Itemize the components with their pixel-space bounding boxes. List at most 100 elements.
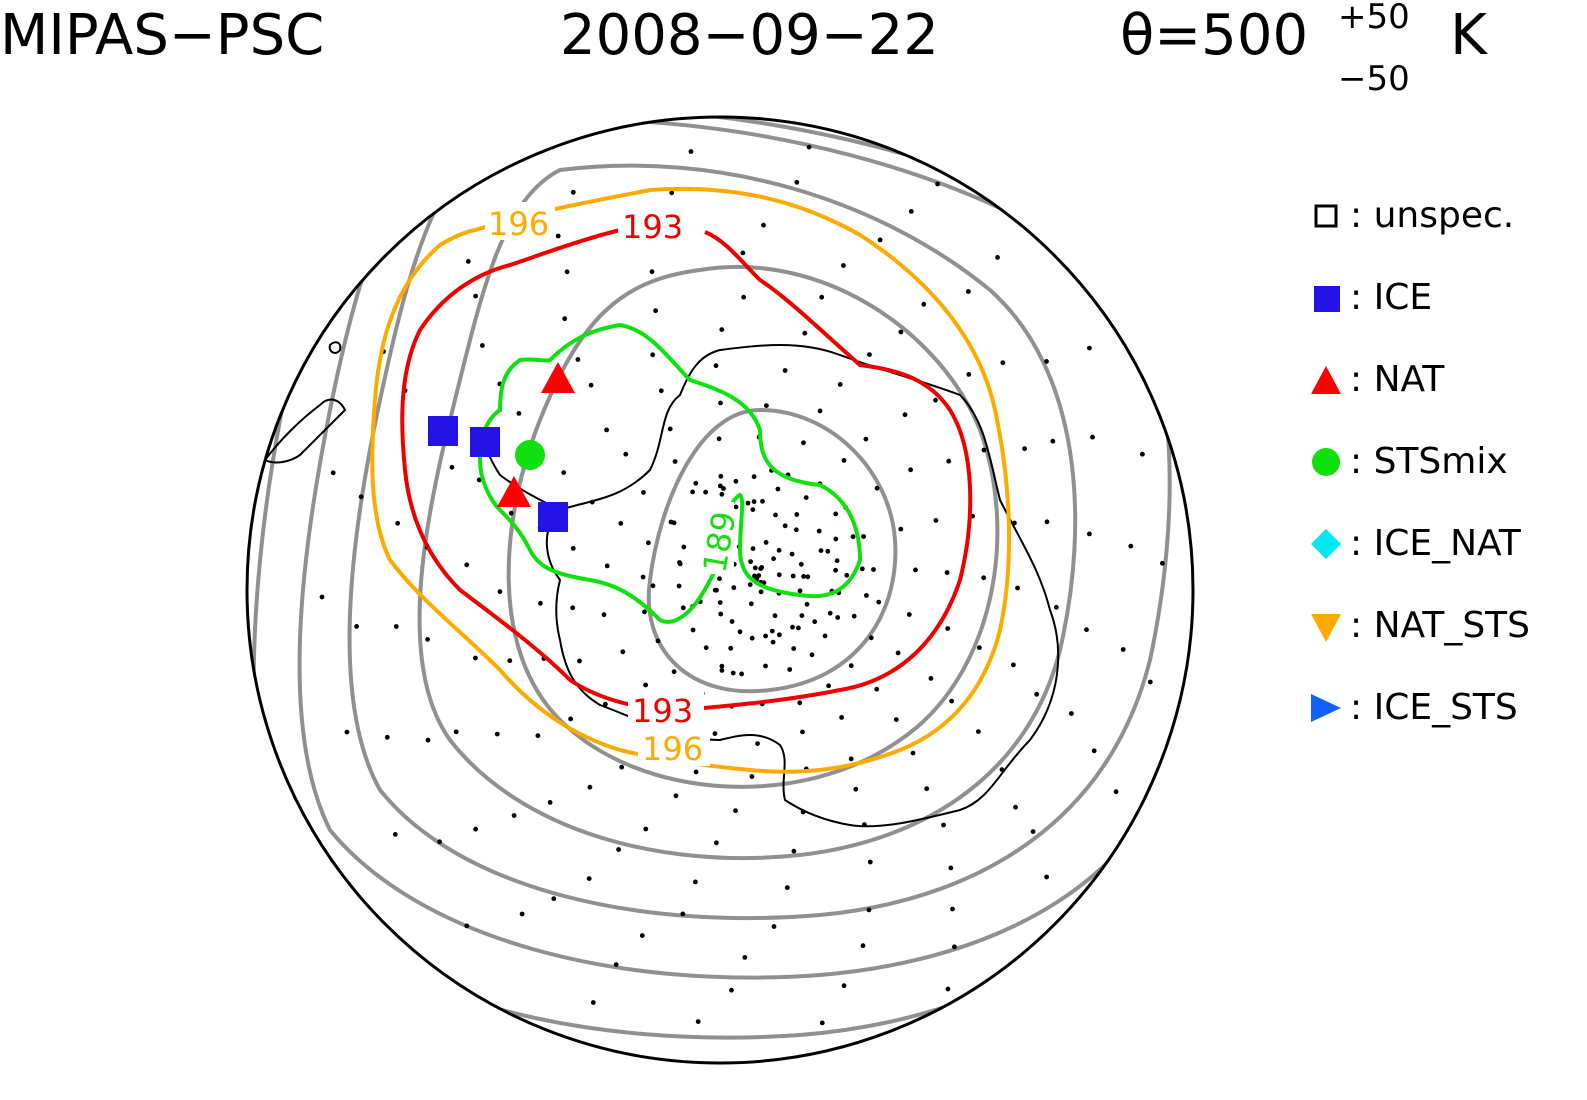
observation-dot xyxy=(714,840,719,846)
observation-dot xyxy=(1087,345,1092,351)
observation-dot xyxy=(784,885,790,890)
observation-dot xyxy=(756,573,762,578)
observation-dot xyxy=(790,624,795,630)
observation-dot xyxy=(794,179,800,185)
observation-dot xyxy=(1084,627,1089,633)
observation-dot xyxy=(771,924,777,929)
map-boundary xyxy=(245,115,1195,1065)
observation-dot xyxy=(791,646,797,651)
observation-dot xyxy=(613,962,619,967)
observation-dot xyxy=(588,382,594,388)
observation-dot xyxy=(776,572,782,578)
observation-dot xyxy=(519,911,525,917)
observation-dot xyxy=(819,294,825,300)
observation-dot xyxy=(948,865,954,871)
observation-dot xyxy=(721,486,726,491)
observation-dot xyxy=(655,638,661,644)
legend-label: : unspec. xyxy=(1350,195,1515,236)
observation-dot xyxy=(933,518,939,523)
observation-dot xyxy=(453,729,459,735)
legend-item-ice-nat: : ICE_NAT xyxy=(1310,524,1580,564)
gray-contour-5 xyxy=(297,117,1193,980)
label-193-top: 193 xyxy=(622,208,683,246)
legend-label: : NAT_STS xyxy=(1350,605,1531,646)
observation-dot xyxy=(976,729,981,734)
observation-dot xyxy=(1050,438,1056,444)
observation-points xyxy=(319,144,1165,1026)
observation-dot xyxy=(859,566,865,572)
observation-dot xyxy=(641,490,646,495)
observation-dot xyxy=(619,764,625,770)
observation-dot xyxy=(877,237,883,243)
observation-dot xyxy=(777,632,782,638)
observation-dot xyxy=(1013,804,1018,810)
observation-dot xyxy=(801,574,806,579)
observation-dot xyxy=(570,189,576,195)
label-196-top: 196 xyxy=(488,205,549,243)
observation-dot xyxy=(511,813,517,818)
observation-dot xyxy=(771,556,776,562)
nat-marker xyxy=(497,476,531,507)
observation-dot xyxy=(833,567,838,573)
observation-dot xyxy=(860,943,866,949)
observation-dot xyxy=(793,527,799,533)
observation-dot xyxy=(977,645,982,650)
observation-dot xyxy=(761,222,766,228)
observation-dot xyxy=(782,523,788,529)
observation-dot xyxy=(643,682,648,688)
observation-dot xyxy=(449,464,455,470)
observation-dot xyxy=(910,750,916,756)
observation-dot xyxy=(604,563,610,569)
observation-dot xyxy=(995,255,1000,260)
observation-dot xyxy=(480,343,485,348)
observation-dot xyxy=(712,731,718,736)
observation-dot xyxy=(809,652,815,658)
observation-dot xyxy=(853,786,859,792)
observation-dot xyxy=(590,1000,596,1005)
observation-dot xyxy=(751,499,757,504)
observation-dot xyxy=(564,269,570,275)
observation-dot xyxy=(952,944,957,950)
observation-dot xyxy=(797,700,803,706)
observation-dot xyxy=(913,567,918,573)
observation-dot xyxy=(425,637,430,642)
observation-dot xyxy=(741,294,746,300)
observation-dot xyxy=(764,403,769,408)
observation-dot xyxy=(861,534,866,539)
level-plus: +50 xyxy=(1338,0,1410,37)
observation-dot xyxy=(1015,585,1020,591)
triangle-right-icon xyxy=(1311,694,1341,722)
level-prefix: θ=500 xyxy=(1120,3,1309,68)
observation-dot xyxy=(798,561,804,567)
observation-dot xyxy=(649,269,655,275)
observation-dot xyxy=(620,649,626,655)
observation-dot xyxy=(393,624,399,629)
stsmix-marker xyxy=(515,440,545,470)
observation-dot xyxy=(789,551,795,557)
observation-dot xyxy=(473,826,478,832)
observation-dot xyxy=(791,848,797,854)
label-193-bottom: 193 xyxy=(632,692,693,730)
observation-dot xyxy=(850,534,856,540)
observation-dot xyxy=(921,301,927,307)
observation-dot xyxy=(906,612,912,617)
observation-dot xyxy=(733,808,738,814)
observation-dot xyxy=(848,663,854,669)
observation-dot xyxy=(681,544,687,550)
observation-dot xyxy=(755,741,760,746)
observation-dot xyxy=(1044,874,1049,880)
observation-dot xyxy=(494,731,500,737)
observation-dot xyxy=(717,600,723,605)
observation-dot xyxy=(751,474,757,480)
observation-dot xyxy=(841,983,847,989)
observation-dot xyxy=(1000,360,1006,366)
observation-dot xyxy=(718,473,724,479)
observation-dot xyxy=(718,400,723,406)
observation-dot xyxy=(616,847,621,852)
observation-dot xyxy=(819,1020,825,1026)
observation-dot xyxy=(816,528,822,534)
observation-dot xyxy=(719,327,725,332)
observation-dot xyxy=(497,589,503,594)
observation-dot xyxy=(476,477,482,483)
